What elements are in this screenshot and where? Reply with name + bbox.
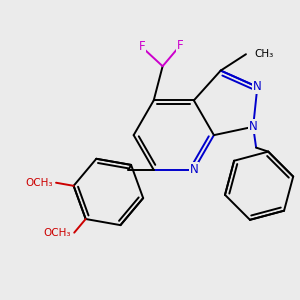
Text: F: F (139, 40, 145, 53)
Text: CH₃: CH₃ (255, 49, 274, 59)
Text: OCH₃: OCH₃ (26, 178, 53, 188)
Text: OCH₃: OCH₃ (44, 228, 71, 238)
Text: N: N (249, 120, 257, 133)
Text: N: N (190, 164, 198, 176)
Text: N: N (253, 80, 262, 93)
Text: F: F (177, 39, 184, 52)
